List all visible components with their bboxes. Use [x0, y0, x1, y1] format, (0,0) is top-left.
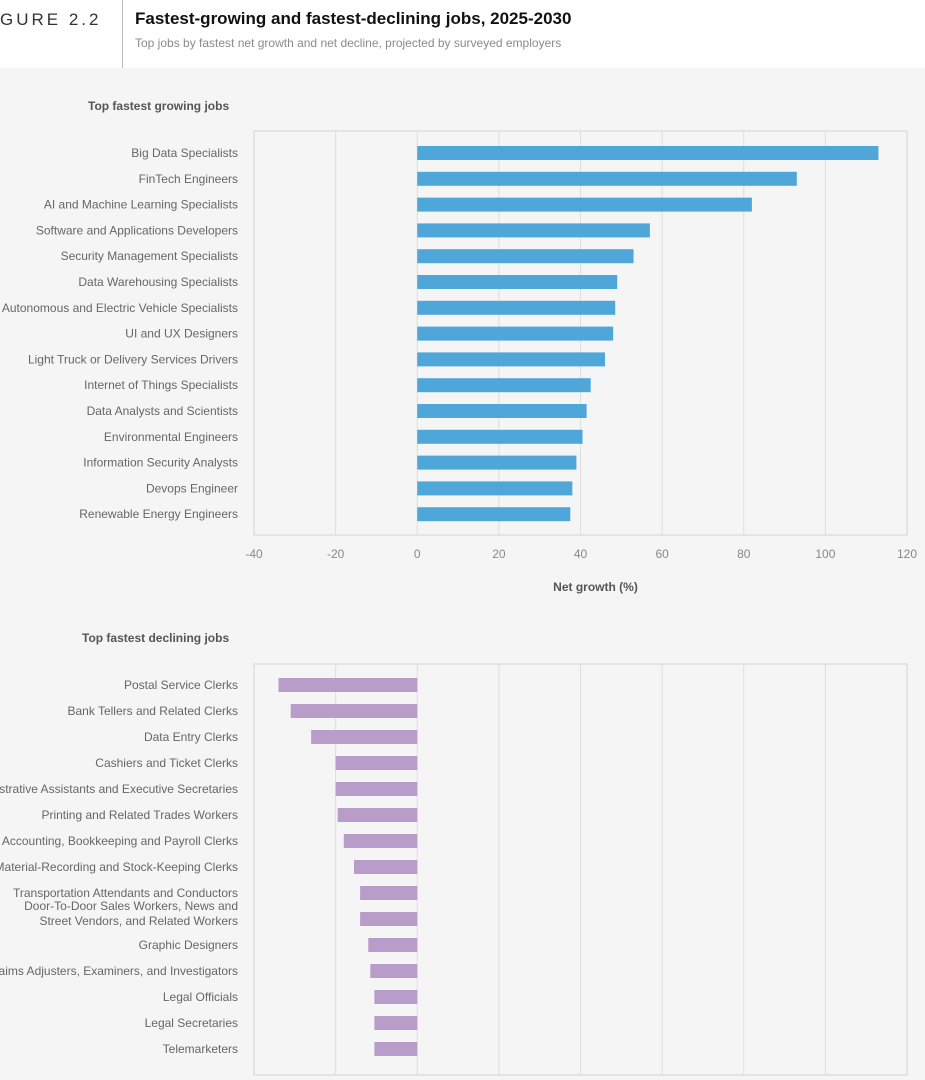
- growing-bar: [417, 326, 614, 341]
- declining-category-label: Data Entry Clerks: [144, 730, 238, 744]
- declining-bar: [370, 964, 418, 978]
- growing-category-label: Big Data Specialists: [131, 146, 238, 160]
- declining-category-label: Bank Tellers and Related Clerks: [67, 704, 238, 718]
- growing-bar: [417, 223, 650, 238]
- chart-title: Fastest-growing and fastest-declining jo…: [135, 9, 572, 28]
- growing-tick-label: 100: [815, 547, 835, 561]
- growing-category-label: Renewable Energy Engineers: [79, 507, 238, 521]
- growing-panel-title: Top fastest growing jobs: [88, 99, 229, 113]
- growing-bar: [417, 481, 573, 496]
- declining-bar: [353, 860, 418, 874]
- chart-subtitle: Top jobs by fastest net growth and net d…: [135, 36, 562, 50]
- declining-bar: [335, 782, 418, 796]
- growing-category-label: Data Warehousing Specialists: [78, 275, 238, 289]
- growing-tick-label: -40: [245, 547, 263, 561]
- declining-bar: [360, 912, 418, 926]
- growing-bar: [417, 197, 752, 212]
- growing-bar: [417, 429, 583, 444]
- growing-category-label: Light Truck or Delivery Services Drivers: [28, 352, 238, 366]
- growing-category-label: Autonomous and Electric Vehicle Speciali…: [2, 301, 238, 315]
- growing-category-label: AI and Machine Learning Specialists: [44, 198, 238, 212]
- growing-bar: [417, 275, 618, 289]
- declining-category-label: Cashiers and Ticket Clerks: [95, 756, 238, 770]
- declining-bar: [360, 886, 418, 900]
- growing-tick-label: 60: [655, 547, 669, 561]
- growing-bar: [417, 300, 616, 315]
- growing-bar: [417, 507, 571, 522]
- growing-tick-label: 20: [492, 547, 506, 561]
- growing-tick-label: 80: [737, 547, 751, 561]
- growing-bar: [417, 352, 605, 367]
- growing-category-label: Security Management Specialists: [61, 249, 238, 263]
- figure-label: GURE 2.2: [0, 10, 102, 29]
- declining-bar: [374, 1016, 418, 1030]
- growing-category-label: Data Analysts and Scientists: [87, 404, 238, 418]
- header-divider: [122, 0, 123, 68]
- growing-bar: [417, 378, 591, 393]
- growing-category-label: UI and UX Designers: [125, 327, 238, 341]
- declining-bar: [337, 808, 418, 822]
- declining-category-label: Printing and Related Trades Workers: [41, 808, 238, 822]
- declining-category-label: Legal Officials: [163, 990, 238, 1004]
- declining-category-label: Legal Secretaries: [145, 1016, 238, 1030]
- growing-bar: [417, 171, 797, 186]
- growing-category-label: Devops Engineer: [146, 481, 238, 495]
- declining-category-label: Material-Recording and Stock-Keeping Cle…: [0, 860, 238, 874]
- declining-category-label: Telemarketers: [163, 1042, 238, 1056]
- growing-axis-label: Net growth (%): [553, 580, 638, 594]
- growing-category-label: Internet of Things Specialists: [84, 378, 238, 392]
- declining-category-label: Transportation Attendants and Conductors: [13, 886, 238, 900]
- declining-bar: [311, 730, 418, 744]
- growing-tick-label: 40: [574, 547, 588, 561]
- growing-bar: [417, 455, 577, 470]
- declining-bar: [374, 1042, 418, 1056]
- growing-tick-label: 120: [897, 547, 917, 561]
- declining-category-label: Postal Service Clerks: [124, 678, 238, 692]
- declining-bar: [374, 990, 418, 1004]
- declining-bar: [343, 834, 418, 848]
- declining-bar: [278, 678, 418, 692]
- declining-category-label: Door-To-Door Sales Workers, News and Stre…: [24, 899, 238, 928]
- growing-category-label: Information Security Analysts: [83, 456, 238, 470]
- growing-category-label: Software and Applications Developers: [36, 223, 238, 237]
- figure-header: GURE 2.2 Fastest-growing and fastest-dec…: [0, 0, 925, 68]
- declining-panel-title: Top fastest declining jobs: [82, 631, 229, 645]
- growing-category-label: Environmental Engineers: [104, 430, 238, 444]
- declining-bar: [290, 704, 418, 718]
- declining-bar: [368, 938, 418, 952]
- declining-category-label: Claims Adjusters, Examiners, and Investi…: [0, 964, 238, 978]
- growing-category-label: FinTech Engineers: [139, 172, 238, 186]
- declining-category-label: Administrative Assistants and Executive …: [0, 782, 238, 796]
- growing-tick-label: 0: [414, 547, 421, 561]
- growing-bar: [417, 249, 634, 264]
- growing-bar: [417, 146, 879, 160]
- growing-tick-label: -20: [327, 547, 345, 561]
- declining-bar: [335, 756, 418, 770]
- growing-bar: [417, 404, 587, 418]
- declining-category-label: Graphic Designers: [139, 938, 238, 952]
- declining-category-label: Accounting, Bookkeeping and Payroll Cler…: [2, 834, 238, 848]
